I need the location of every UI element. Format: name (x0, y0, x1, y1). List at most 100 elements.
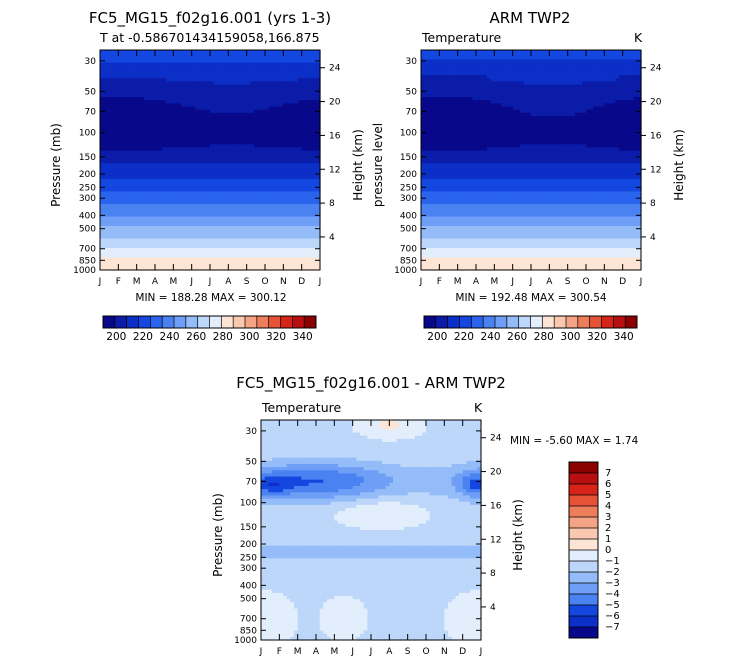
field-cell (151, 144, 156, 149)
field-cell (268, 150, 273, 155)
field-cell (465, 50, 470, 54)
field-cell (177, 103, 182, 108)
field-cell (232, 131, 237, 136)
field-cell (158, 163, 163, 167)
field-cell (633, 68, 638, 73)
field-cell (125, 78, 130, 83)
field-cell (239, 97, 244, 101)
field-cell (177, 78, 182, 83)
field-cell (169, 197, 174, 202)
field-cell (217, 112, 222, 117)
field-cell (312, 53, 317, 57)
field-cell (140, 103, 145, 108)
field-cell (298, 219, 303, 224)
field-cell (114, 147, 119, 152)
field-cell (136, 163, 141, 167)
field-cell (268, 244, 273, 249)
colorbar-tick-label: 340 (293, 331, 313, 343)
field-cell (184, 191, 189, 196)
field-cell (257, 222, 262, 227)
field-cell (122, 122, 127, 127)
field-cell (122, 188, 127, 193)
field-cell (246, 156, 251, 161)
field-cell (272, 163, 277, 167)
field-cell (184, 156, 189, 161)
field-cell (243, 72, 248, 76)
field-cell (107, 207, 112, 211)
field-cell (195, 166, 200, 171)
field-cell (173, 172, 178, 177)
field-cell (254, 182, 259, 186)
field-cell (221, 119, 226, 123)
field-cell (180, 150, 185, 155)
field-cell (287, 169, 292, 174)
field-cell (210, 81, 215, 86)
field-cell (169, 238, 174, 243)
field-cell (272, 94, 277, 98)
field-cell (199, 141, 204, 145)
field-cell (472, 65, 477, 70)
field-cell (630, 68, 635, 73)
field-cell (265, 78, 270, 83)
field-cell (195, 53, 200, 57)
field-cell (290, 62, 295, 67)
field-cell (177, 204, 182, 208)
field-cell (265, 219, 270, 224)
field-cell (633, 72, 638, 76)
field-cell (261, 78, 266, 83)
field-cell (268, 188, 273, 193)
field-cell (166, 229, 171, 233)
field-cell (586, 72, 591, 76)
field-cell (316, 238, 321, 243)
field-cell (619, 72, 624, 76)
field-cell (287, 160, 292, 164)
field-cell (235, 254, 240, 259)
field-cell (224, 263, 229, 268)
field-cell (158, 210, 163, 215)
field-cell (312, 150, 317, 155)
field-cell (287, 163, 292, 167)
field-cell (122, 185, 127, 189)
field-cell (498, 81, 503, 86)
field-cell (221, 94, 226, 98)
field-cell (604, 56, 609, 61)
field-cell (257, 81, 262, 86)
field-cell (125, 216, 130, 221)
field-cell (268, 213, 273, 218)
field-cell (202, 106, 207, 111)
field-cell (450, 56, 455, 61)
field-cell (309, 65, 314, 70)
field-cell (107, 81, 112, 86)
field-cell (133, 257, 138, 262)
field-cell (118, 200, 123, 205)
field-cell (246, 94, 251, 98)
field-cell (155, 134, 160, 139)
field-cell (600, 75, 605, 79)
field-cell (619, 53, 624, 57)
field-cell (202, 235, 207, 240)
field-cell (221, 260, 226, 265)
field-cell (125, 232, 130, 237)
field-cell (257, 204, 262, 208)
field-cell (173, 147, 178, 152)
field-cell (309, 94, 314, 98)
field-cell (191, 232, 196, 237)
field-cell (265, 160, 270, 164)
field-cell (202, 103, 207, 108)
field-cell (527, 81, 532, 86)
field-cell (133, 194, 138, 199)
field-cell (125, 160, 130, 164)
field-cell (531, 78, 536, 83)
field-cell (261, 210, 266, 215)
field-cell (140, 197, 145, 202)
field-cell (283, 257, 288, 262)
field-cell (582, 81, 587, 86)
colorbar-tick-label: 280 (213, 331, 233, 343)
field-cell (188, 141, 193, 145)
field-cell (250, 241, 255, 246)
field-cell (158, 150, 163, 155)
field-cell (228, 238, 233, 243)
field-cell (129, 266, 134, 271)
field-cell (166, 128, 171, 133)
field-cell (250, 153, 255, 158)
